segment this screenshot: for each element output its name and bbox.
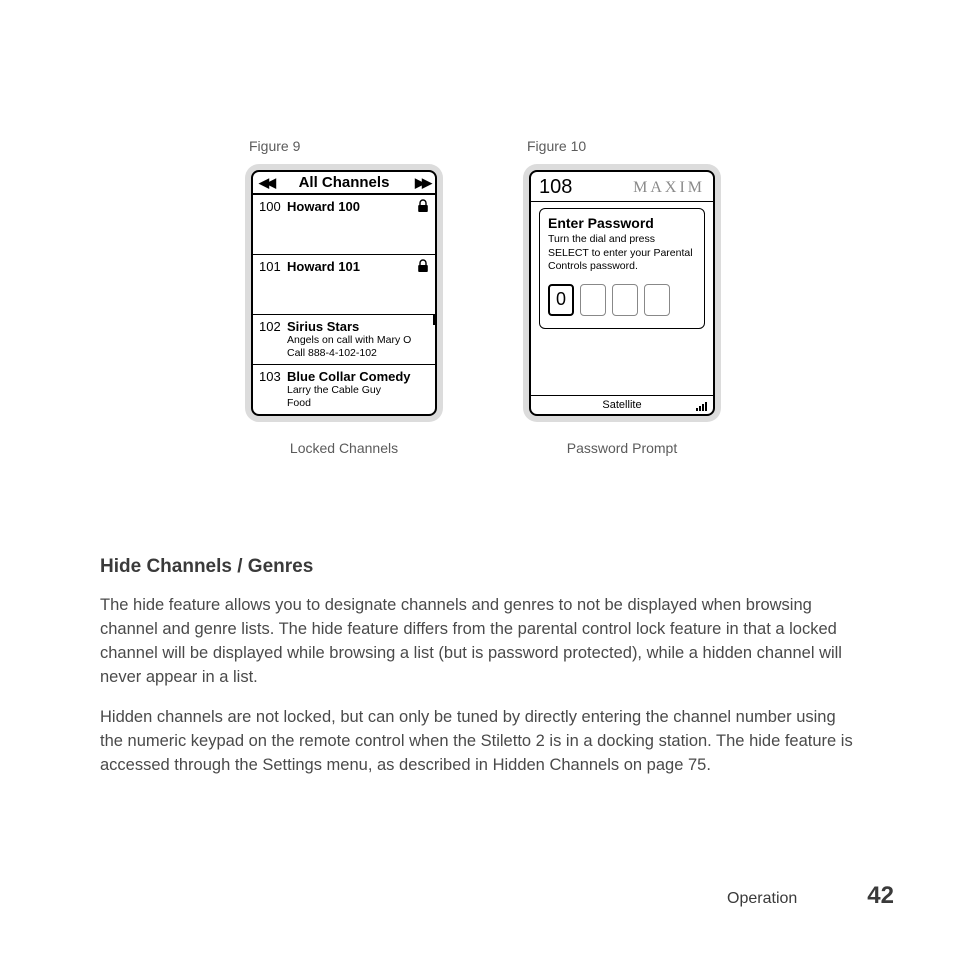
- password-digit[interactable]: 0: [548, 284, 574, 316]
- section-heading: Hide Channels / Genres: [100, 556, 854, 578]
- page-footer: Operation 42: [727, 882, 894, 910]
- list-title: All Channels: [299, 174, 390, 191]
- figure-9-label: Figure 9: [249, 138, 300, 154]
- rewind-icon: ◀◀: [259, 175, 273, 191]
- device-screen-password: 108 MAXIM Enter Password Turn the dial a…: [523, 164, 721, 422]
- body-paragraph-1: The hide feature allows you to designate…: [100, 594, 854, 690]
- signal-icon: [696, 402, 707, 411]
- channel-list-header: ◀◀ All Channels ▶▶: [253, 172, 435, 195]
- brand-label: MAXIM: [633, 179, 705, 197]
- channel-list: 100Howard 100101Howard 101102Sirius Star…: [253, 195, 435, 415]
- lock-icon: [417, 259, 429, 273]
- forward-icon: ▶▶: [415, 175, 429, 191]
- password-digit[interactable]: [644, 284, 670, 316]
- device-screen-locked-channels: ◀◀ All Channels ▶▶ 100Howard 100101Howar…: [245, 164, 443, 422]
- page-number: 42: [867, 882, 894, 910]
- figure-9-caption: Locked Channels: [290, 440, 398, 456]
- channel-subtext: Call 888-4-102-102: [287, 347, 429, 360]
- figure-9: Figure 9 ◀◀ All Channels ▶▶ 100Howard 10…: [245, 138, 443, 456]
- figure-10: Figure 10 108 MAXIM Enter Password Turn …: [523, 138, 721, 456]
- channel-number: 101: [259, 259, 287, 274]
- channel-name: Blue Collar Comedy: [287, 369, 429, 384]
- password-title: Enter Password: [548, 215, 696, 231]
- channel-row[interactable]: 100Howard 100: [253, 195, 435, 255]
- figure-10-label: Figure 10: [527, 138, 586, 154]
- channel-row[interactable]: 101Howard 101: [253, 255, 435, 315]
- figure-10-caption: Password Prompt: [567, 440, 677, 456]
- channel-row[interactable]: 103Blue Collar ComedyLarry the Cable Guy…: [253, 365, 435, 414]
- lock-icon: [417, 199, 429, 213]
- body-paragraph-2: Hidden channels are not locked, but can …: [100, 706, 854, 778]
- password-digit[interactable]: [580, 284, 606, 316]
- password-instructions: Turn the dial and press SELECT to enter …: [548, 233, 696, 274]
- channel-number: 108: [539, 176, 572, 199]
- connection-status: Satellite: [602, 399, 641, 411]
- channel-subtext: Food: [287, 397, 429, 410]
- figures-row: Figure 9 ◀◀ All Channels ▶▶ 100Howard 10…: [245, 138, 854, 456]
- channel-subtext: Angels on call with Mary O: [287, 334, 429, 347]
- password-digit-row: 0: [548, 284, 696, 316]
- channel-name: Howard 100: [287, 199, 429, 214]
- footer-section-label: Operation: [727, 890, 797, 908]
- channel-name: Sirius Stars: [287, 319, 429, 334]
- channel-number: 103: [259, 369, 287, 384]
- password-panel: Enter Password Turn the dial and press S…: [539, 208, 705, 329]
- channel-row[interactable]: 102Sirius StarsAngels on call with Mary …: [253, 315, 435, 365]
- password-digit[interactable]: [612, 284, 638, 316]
- channel-number: 102: [259, 319, 287, 334]
- channel-subtext: Larry the Cable Guy: [287, 384, 429, 397]
- channel-number: 100: [259, 199, 287, 214]
- channel-name: Howard 101: [287, 259, 429, 274]
